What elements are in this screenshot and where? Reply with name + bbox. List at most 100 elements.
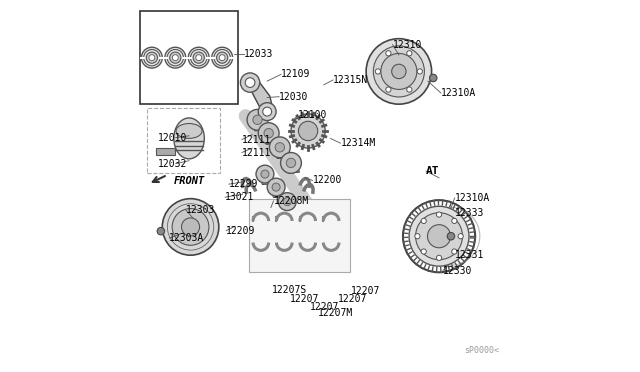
Polygon shape [248, 76, 273, 118]
Circle shape [212, 47, 232, 68]
Circle shape [447, 232, 454, 240]
Bar [140, 11, 238, 104]
Circle shape [386, 87, 391, 92]
Text: 12207: 12207 [289, 294, 319, 304]
Circle shape [241, 73, 260, 92]
Circle shape [157, 227, 164, 235]
Circle shape [163, 199, 219, 255]
Circle shape [147, 52, 157, 63]
Bar [147, 108, 220, 173]
Circle shape [375, 69, 381, 74]
Polygon shape [264, 136, 277, 144]
Circle shape [253, 115, 262, 125]
Text: 12310: 12310 [392, 40, 422, 49]
Text: 12333: 12333 [454, 208, 484, 218]
Polygon shape [271, 189, 285, 198]
Text: 12207M: 12207M [318, 308, 353, 318]
Circle shape [436, 255, 442, 260]
Text: 12310A: 12310A [454, 193, 490, 203]
Circle shape [366, 39, 431, 104]
Circle shape [298, 121, 318, 141]
Text: 12032: 12032 [158, 159, 188, 169]
Circle shape [172, 209, 209, 245]
Circle shape [196, 55, 202, 61]
Circle shape [219, 55, 225, 61]
Text: 12208M: 12208M [273, 196, 308, 206]
Circle shape [269, 137, 290, 158]
Text: 12209: 12209 [227, 226, 255, 235]
Text: 12303: 12303 [186, 205, 216, 215]
Circle shape [409, 206, 469, 266]
Circle shape [259, 103, 276, 121]
Circle shape [381, 54, 417, 89]
Polygon shape [260, 176, 273, 185]
Circle shape [272, 183, 280, 191]
Circle shape [182, 218, 200, 236]
Circle shape [216, 52, 228, 63]
Text: 12100: 12100 [298, 110, 327, 120]
Ellipse shape [174, 118, 204, 159]
Circle shape [421, 218, 426, 224]
Circle shape [275, 142, 285, 152]
Polygon shape [286, 165, 300, 173]
Circle shape [278, 193, 296, 211]
Text: 12030: 12030 [279, 92, 308, 102]
Circle shape [267, 178, 285, 196]
Text: 12299: 12299 [229, 179, 258, 189]
Circle shape [407, 87, 412, 92]
Circle shape [141, 47, 163, 68]
Circle shape [280, 153, 301, 173]
Text: 12207S: 12207S [271, 285, 307, 295]
Ellipse shape [176, 124, 202, 138]
Circle shape [149, 55, 155, 61]
Circle shape [170, 52, 181, 63]
Circle shape [172, 55, 179, 61]
Circle shape [291, 114, 325, 148]
Circle shape [259, 123, 279, 144]
Circle shape [373, 46, 424, 97]
Circle shape [421, 249, 426, 254]
Text: 12314M: 12314M [340, 138, 376, 148]
Circle shape [247, 109, 268, 130]
Circle shape [415, 234, 420, 239]
Circle shape [452, 249, 457, 254]
Circle shape [415, 213, 463, 260]
Circle shape [286, 158, 296, 168]
Circle shape [386, 51, 391, 56]
Text: AT: AT [426, 166, 440, 176]
Text: 12111: 12111 [242, 135, 271, 144]
Text: 12207: 12207 [338, 294, 367, 304]
Circle shape [429, 74, 437, 82]
Text: 12330: 12330 [443, 266, 472, 276]
Circle shape [262, 107, 271, 116]
Text: sP0000<: sP0000< [465, 346, 499, 355]
Circle shape [428, 225, 451, 248]
Text: FRONT: FRONT [174, 176, 205, 186]
Circle shape [245, 78, 255, 87]
Bar [248, 199, 349, 272]
Circle shape [193, 52, 204, 63]
Circle shape [256, 165, 274, 183]
Text: 12315N: 12315N [333, 75, 368, 85]
Circle shape [452, 218, 457, 224]
Circle shape [392, 64, 406, 78]
Text: 13021: 13021 [225, 192, 255, 202]
Circle shape [436, 212, 442, 217]
Circle shape [407, 51, 412, 56]
Circle shape [284, 198, 291, 206]
Text: 12303A: 12303A [170, 233, 205, 243]
Circle shape [188, 47, 209, 68]
Text: 12109: 12109 [281, 70, 310, 79]
Text: 12310A: 12310A [441, 88, 476, 98]
Circle shape [264, 128, 273, 138]
Polygon shape [275, 150, 289, 158]
Bar [156, 148, 175, 155]
Text: 12207: 12207 [351, 286, 380, 296]
Circle shape [458, 234, 463, 239]
Text: 12207: 12207 [310, 302, 339, 312]
Circle shape [261, 170, 269, 178]
Text: 12200: 12200 [312, 176, 342, 185]
Text: 12331: 12331 [454, 250, 484, 260]
Text: 12111: 12111 [242, 148, 271, 157]
Text: 12010: 12010 [158, 133, 188, 142]
